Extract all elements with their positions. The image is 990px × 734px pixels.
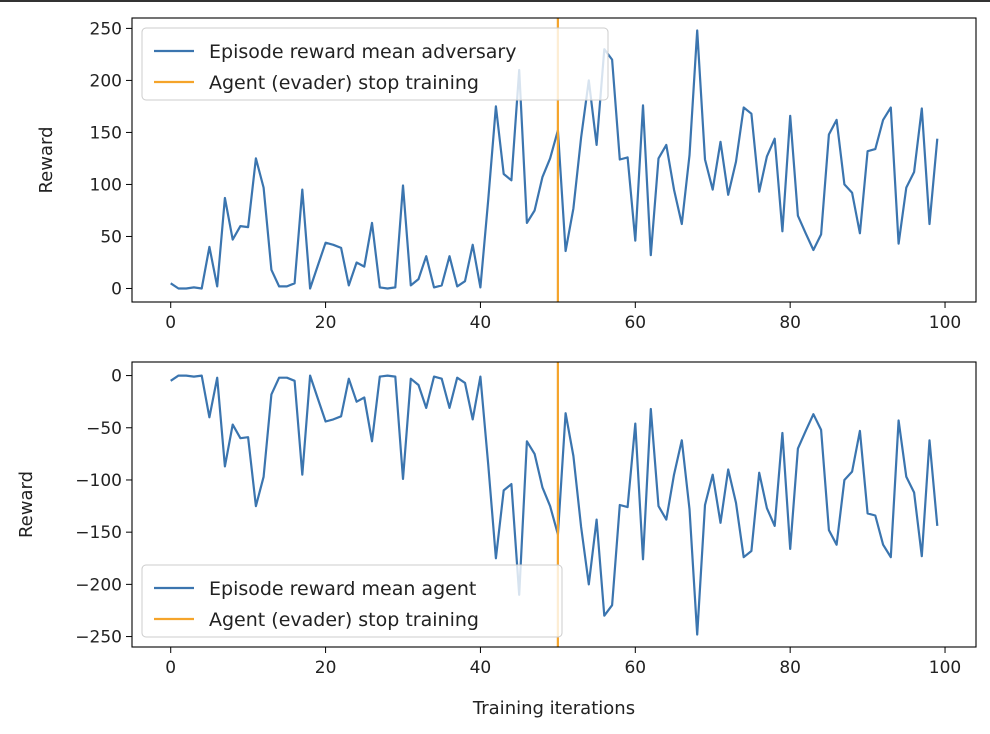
chart1-xtick-label: 80 bbox=[779, 313, 801, 333]
chart1-legend-label: Agent (evader) stop training bbox=[209, 72, 479, 94]
chart2-xtick-label: 80 bbox=[779, 658, 801, 678]
chart2-legend: Episode reward mean agent Agent (evader) … bbox=[141, 564, 563, 638]
top-border bbox=[0, 0, 990, 2]
chart2-ytick-label: −250 bbox=[75, 628, 122, 648]
chart1-group: 0 20 40 60 80 100 0 50 100 150 200 250 Reward Episode… bbox=[36, 17, 977, 333]
chart2-ytick-label: −200 bbox=[75, 575, 122, 595]
chart2-xtick-label: 20 bbox=[315, 658, 337, 678]
chart2-axes-frame bbox=[131, 361, 977, 648]
chart2-legend-label: Agent (evader) stop training bbox=[209, 609, 479, 631]
chart2-xtick-label: 100 bbox=[929, 658, 961, 678]
chart2-group: 0 20 40 60 80 100 0 −50 −100 −150 −200 −250 Reward Tr… bbox=[16, 361, 977, 719]
chart1-ytick-label: 0 bbox=[111, 279, 122, 299]
chart1-xtick-label: 60 bbox=[624, 313, 646, 333]
chart2-ytick-label: −50 bbox=[86, 419, 122, 439]
chart1-legend-label: Episode reward mean adversary bbox=[209, 41, 516, 63]
chart1-ytick-label: 250 bbox=[90, 19, 122, 39]
chart2-xlabel: Training iterations bbox=[472, 698, 635, 719]
chart1-ylabel: Reward bbox=[36, 126, 57, 193]
chart1-legend: Episode reward mean adversary Agent (evad… bbox=[141, 27, 609, 101]
chart1-ytick-label: 150 bbox=[90, 123, 122, 143]
chart1-ytick-label: 200 bbox=[90, 71, 122, 91]
chart2-xtick-label: 0 bbox=[165, 658, 176, 678]
chart2-xtick-label: 60 bbox=[624, 658, 646, 678]
chart1-ytick-label: 50 bbox=[100, 227, 122, 247]
chart1-axes-frame bbox=[131, 17, 977, 303]
chart1-xtick-label: 0 bbox=[165, 313, 176, 333]
chart2-legend-box bbox=[141, 564, 563, 638]
chart1-xtick-label: 20 bbox=[315, 313, 337, 333]
chart2-ytick-label: −100 bbox=[75, 471, 122, 491]
chart2-ytick-label: −150 bbox=[75, 523, 122, 543]
chart1-xtick-label: 100 bbox=[929, 313, 961, 333]
chart2-xtick-label: 40 bbox=[470, 658, 492, 678]
chart1-legend-box bbox=[141, 27, 609, 101]
chart1-xtick-label: 40 bbox=[470, 313, 492, 333]
chart2-ytick-label: 0 bbox=[111, 367, 122, 387]
chart2-ylabel: Reward bbox=[16, 471, 37, 538]
chart2-series-line bbox=[170, 374, 939, 636]
chart1-series-line bbox=[170, 29, 939, 290]
chart1-ytick-label: 100 bbox=[90, 175, 122, 195]
chart2-legend-label: Episode reward mean agent bbox=[209, 578, 476, 600]
